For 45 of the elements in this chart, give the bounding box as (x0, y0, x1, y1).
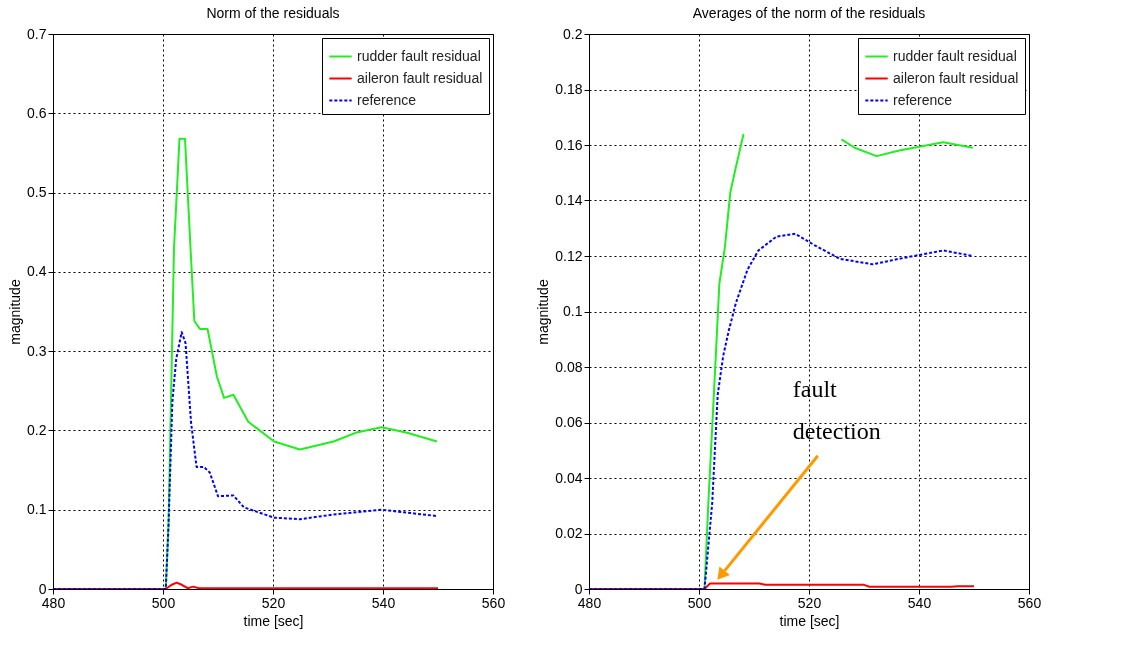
line-series (53, 331, 438, 589)
y-tick-label: 0.2 (27, 421, 47, 438)
legend-label: reference (357, 91, 417, 108)
line-series (589, 232, 974, 589)
x-tick-label: 480 (41, 594, 66, 611)
y-tick-label: 0.12 (555, 247, 583, 264)
annotation: fault detection (792, 375, 881, 444)
x-tick-label: 500 (151, 594, 176, 611)
y-tick-label: 0.1 (27, 501, 47, 518)
x-tick-label: 560 (481, 594, 506, 611)
y-tick-label: 0.4 (27, 263, 47, 280)
y-tick-label: 0 (574, 580, 583, 597)
y-tick-label: 0 (38, 580, 47, 597)
y-tick-label: 0.18 (555, 81, 583, 97)
y-tick-label: 0.3 (27, 342, 47, 359)
y-tick-label: 0.04 (555, 469, 583, 486)
y-tick-label: 0.08 (555, 358, 583, 375)
legend-label: reference (893, 91, 953, 108)
x-tick-label: 540 (371, 594, 396, 611)
legend-label: aileron fault residual (893, 69, 1019, 86)
y-axis-title: magnitude (7, 279, 24, 345)
y-tick-label: 0.2 (563, 25, 583, 42)
x-tick-label: 520 (261, 594, 286, 611)
y-tick-label: 0.06 (555, 414, 583, 430)
y-tick-label: 0.5 (27, 184, 47, 201)
chart-title: Averages of the norm of the residuals (692, 5, 926, 21)
legend-label: aileron fault residual (357, 69, 483, 86)
legend-label: rudder fault residual (357, 47, 481, 64)
x-axis-title: time [sec] (779, 612, 840, 629)
y-tick-label: 0.1 (563, 303, 583, 319)
x-axis-title: time [sec] (243, 612, 304, 629)
chart-title: Norm of the residuals (206, 5, 340, 21)
legend-label: rudder fault residual (893, 47, 1017, 64)
x-tick-label: 480 (577, 594, 602, 611)
y-tick-label: 0.14 (555, 192, 583, 208)
x-tick-label: 560 (1017, 594, 1042, 611)
x-tick-label: 500 (687, 594, 712, 611)
y-tick-label: 0.6 (27, 104, 47, 121)
x-tick-label: 520 (797, 594, 822, 611)
y-tick-label: 0.02 (555, 525, 583, 541)
x-tick-label: 540 (907, 594, 932, 611)
y-tick-label: 0.16 (555, 136, 583, 153)
y-tick-label: 0.7 (27, 25, 47, 42)
line-series (53, 581, 439, 589)
y-axis-title: magnitude (535, 279, 552, 345)
